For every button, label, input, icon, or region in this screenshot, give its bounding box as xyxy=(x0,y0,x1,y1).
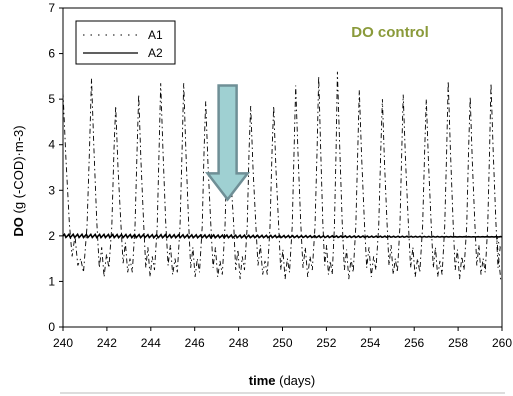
series-layer xyxy=(62,71,503,282)
legend-box xyxy=(75,20,176,65)
y-axis-title-unit: (g (-COD)·m-3) xyxy=(11,125,26,217)
x-tick-label: 256 xyxy=(404,336,424,350)
x-tick-label: 248 xyxy=(229,336,249,350)
y-axis-title-bold: DO xyxy=(11,217,26,237)
x-tick-label: 242 xyxy=(97,336,117,350)
y-tick-label: 3 xyxy=(48,183,55,197)
x-tick-label: 244 xyxy=(141,336,161,350)
y-tick-label: 4 xyxy=(48,138,55,152)
x-tick-label: 258 xyxy=(448,336,468,350)
y-tick-label: 7 xyxy=(48,1,55,15)
x-tick-label: 260 xyxy=(492,336,512,350)
x-tick-label: 246 xyxy=(185,336,205,350)
y-tick-label: 6 xyxy=(48,47,55,61)
x-tick-label: 240 xyxy=(53,336,73,350)
series-line-a1 xyxy=(62,71,502,282)
x-tick-label: 252 xyxy=(316,336,336,350)
x-axis-title-unit: (days) xyxy=(276,373,316,388)
down-arrow xyxy=(205,84,251,202)
x-tick-label: 250 xyxy=(272,336,292,350)
legend-label-a2: A2 xyxy=(148,46,163,60)
do-control-annotation: DO control xyxy=(351,24,429,41)
y-tick-label: 2 xyxy=(48,229,55,243)
y-tick-label: 5 xyxy=(48,92,55,106)
legend: A1 A2 xyxy=(75,20,176,65)
legend-label-a1: A1 xyxy=(148,28,163,42)
y-axis-title: DO (g (-COD)·m-3) xyxy=(11,125,26,236)
y-tick-label: 0 xyxy=(48,320,55,334)
x-axis-title-bold: time xyxy=(249,373,276,388)
x-axis-title: time (days) xyxy=(249,373,315,388)
x-tick-label: 254 xyxy=(360,336,380,350)
ticks-layer: 0 1 2 3 4 5 6 7 240 242 244 246 248 250 252 254 256 258 26… xyxy=(48,1,512,350)
series-line-a2 xyxy=(62,232,503,240)
y-tick-label: 1 xyxy=(48,274,55,288)
arrow-layer xyxy=(205,84,251,202)
